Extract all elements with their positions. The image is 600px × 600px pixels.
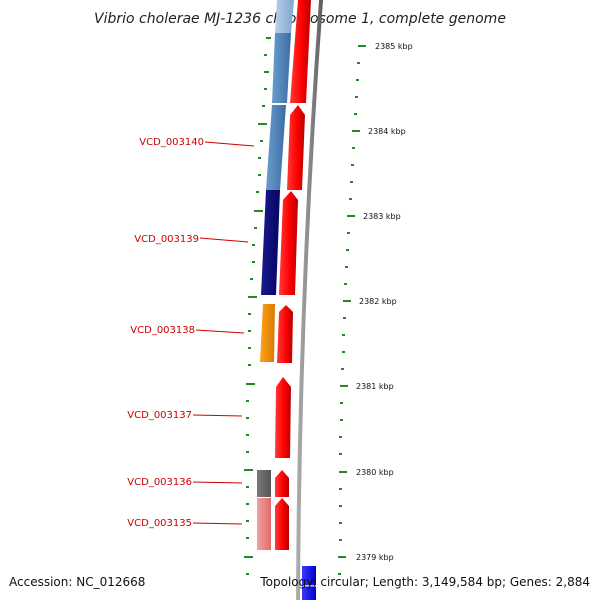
scale-label: 2379 kbp xyxy=(356,553,394,562)
gene-label[interactable]: VCD_003137 xyxy=(127,410,192,421)
cog-segment-pink xyxy=(257,498,271,550)
outer-tick-column xyxy=(338,45,366,575)
gene-block xyxy=(302,566,316,600)
gene-arrow xyxy=(277,305,293,363)
scale-label: 2385 kbp xyxy=(375,42,413,51)
gene-arrow xyxy=(275,498,289,550)
cog-track xyxy=(257,0,294,550)
accession-text: Accession: NC_012668 xyxy=(9,575,145,589)
gene-label[interactable]: VCD_003136 xyxy=(127,477,192,488)
cog-segment-navy xyxy=(261,190,280,295)
cog-segment-steel xyxy=(266,105,286,190)
scale-label: 2382 kbp xyxy=(359,297,397,306)
cog-segment-darkgray xyxy=(257,470,271,497)
gene-arrow xyxy=(287,105,305,190)
gene-labels: VCD_003140 VCD_003139 VCD_003138 VCD_003… xyxy=(127,137,204,529)
scale-label: 2383 kbp xyxy=(363,212,401,221)
gene-label[interactable]: VCD_003140 xyxy=(139,137,204,148)
gene-label[interactable]: VCD_003138 xyxy=(130,325,195,336)
cog-segment-orange xyxy=(260,304,275,362)
inner-tick-column xyxy=(244,37,271,575)
cog-segment-pale xyxy=(275,0,294,33)
gene-arrow xyxy=(290,0,311,103)
gene-arrow xyxy=(275,377,291,458)
cog-segment-steel xyxy=(272,33,291,103)
scale-label: 2380 kbp xyxy=(356,468,394,477)
scale-label: 2384 kbp xyxy=(368,127,406,136)
gene-arrow xyxy=(279,191,298,295)
topology-text: Topology: circular; Length: 3,149,584 bp… xyxy=(259,575,590,589)
leader-lines xyxy=(192,141,255,525)
backbone-arc xyxy=(296,0,323,600)
forward-gene-track xyxy=(275,0,311,550)
gene-label[interactable]: VCD_003135 xyxy=(127,518,192,529)
scale-label: 2381 kbp xyxy=(356,382,394,391)
scale-labels: 2385 kbp 2384 kbp 2383 kbp 2382 kbp 2381… xyxy=(356,42,413,562)
gene-label[interactable]: VCD_003139 xyxy=(134,234,199,245)
gene-arrow xyxy=(275,470,289,497)
reverse-gene-track xyxy=(302,566,316,600)
